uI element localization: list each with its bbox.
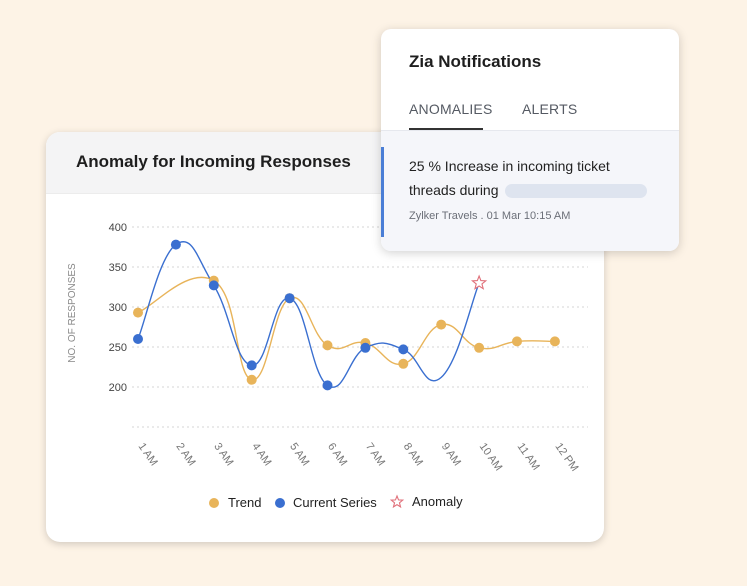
active-tab-indicator (409, 128, 483, 130)
current-series-point (322, 380, 333, 391)
y-tick-label: 200 (109, 382, 127, 394)
legend-trend-label: Trend (228, 495, 261, 510)
y-tick-label: 250 (109, 342, 127, 354)
trend-point (512, 336, 522, 347)
legend-current-series-marker (275, 498, 285, 508)
current-series-point (208, 280, 219, 291)
current-series-point (360, 342, 371, 353)
x-tick-label: 3 AM (211, 441, 235, 468)
x-tick-label: 2 AM (173, 441, 197, 468)
x-tick-label: 11 AM (515, 441, 542, 473)
notification-card: Zia Notifications ANOMALIES ALERTS 25 % … (381, 29, 679, 251)
notification-message-text: 25 % Increase in incoming ticket threads… (409, 158, 610, 198)
notification-accent-bar (381, 147, 384, 237)
current-series-point (133, 334, 143, 344)
redacted-placeholder (504, 184, 647, 199)
trend-point (133, 307, 143, 318)
y-tick-label: 300 (109, 302, 127, 314)
x-tick-label: 5 AM (287, 441, 311, 468)
current-series-point (284, 293, 295, 304)
notification-title: Zia Notifications (409, 52, 542, 71)
x-tick-label: 10 AM (477, 441, 505, 473)
x-tick-label: 9 AM (439, 441, 463, 468)
x-tick-label: 8 AM (401, 441, 425, 468)
trend-point (322, 340, 333, 351)
tab-anomalies[interactable]: ANOMALIES (409, 101, 493, 117)
notification-item[interactable]: 25 % Increase in incoming ticket threads… (381, 130, 679, 251)
x-tick-label: 6 AM (325, 441, 349, 468)
notification-meta: Zylker Travels . 01 Mar 10:15 AM (409, 210, 571, 222)
trend-point (549, 336, 560, 347)
trend-point (474, 342, 485, 353)
current-series-point (398, 344, 409, 355)
trend-point (246, 374, 257, 385)
legend-trend-marker (209, 498, 219, 508)
y-axis-label: NO. OF RESPONSES (67, 263, 78, 363)
legend-anomaly-marker (389, 494, 405, 509)
x-tick-label: 1 AM (136, 441, 160, 468)
y-tick-label: 350 (109, 262, 127, 274)
notification-message: 25 % Increase in incoming ticket threads… (409, 154, 659, 202)
tab-alerts[interactable]: ALERTS (522, 101, 578, 117)
trend-point (436, 319, 447, 330)
legend-current-series-label: Current Series (293, 495, 377, 510)
y-tick-label: 400 (109, 222, 127, 234)
current-series-line (137, 241, 480, 388)
trend-point (398, 358, 409, 369)
legend-anomaly-label: Anomaly (412, 494, 463, 509)
x-tick-label: 12 PM (552, 441, 580, 474)
chart-title: Anomaly for Incoming Responses (76, 152, 351, 171)
x-tick-label: 4 AM (249, 441, 273, 468)
trend-series-line (137, 276, 555, 381)
current-series-point (246, 360, 257, 371)
current-series-point (170, 239, 181, 250)
line-chart: 200 250 300 350 400 NO. OF RESPONSES 1 AM 2 AM 3… (67, 222, 588, 510)
x-tick-label: 7 AM (363, 441, 387, 468)
anomaly-star-marker (470, 274, 488, 290)
